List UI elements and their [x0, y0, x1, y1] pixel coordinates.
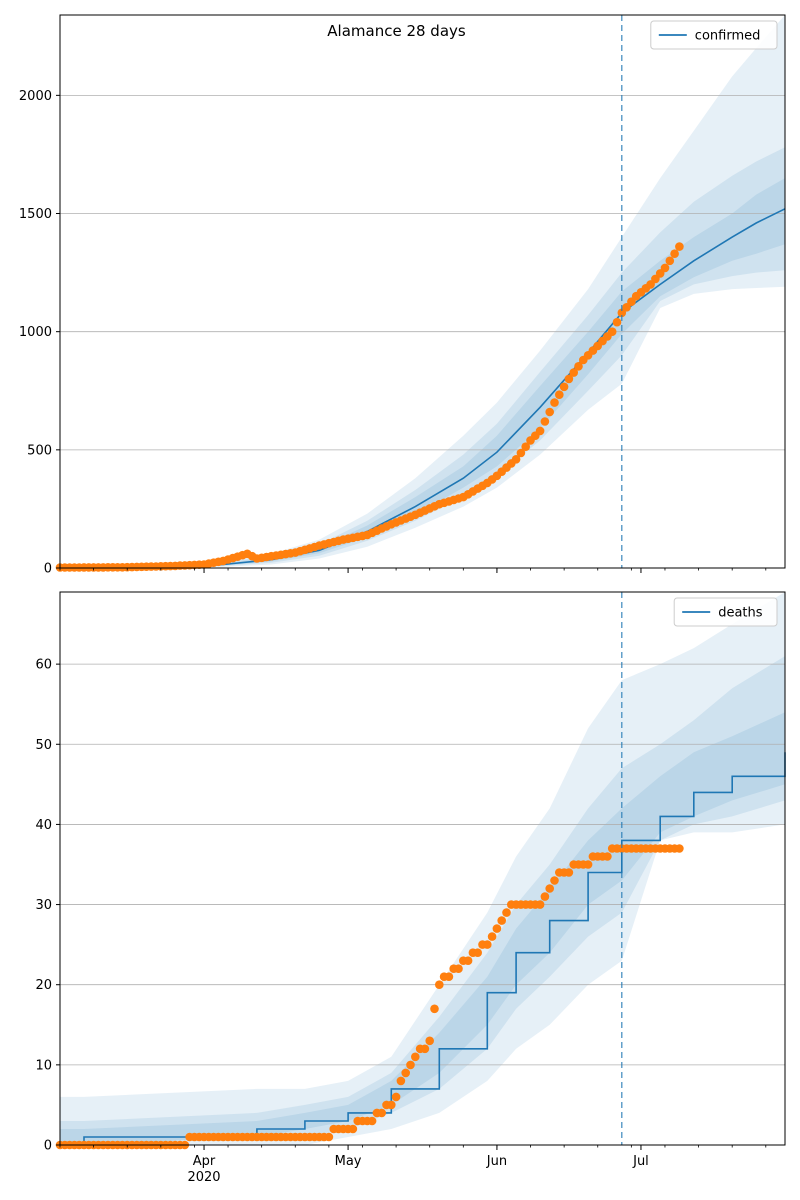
observed-point [497, 916, 507, 925]
observed-point [550, 876, 559, 885]
observed-point [430, 1004, 439, 1014]
deaths-axes-frame [59, 591, 786, 1146]
y-tick-label: 1000 [19, 325, 52, 340]
y-tick-label: 30 [35, 898, 52, 913]
observed-point [473, 948, 483, 957]
y-tick-label: 10 [35, 1058, 52, 1073]
deaths-legend: deaths [673, 597, 778, 627]
observed-point [502, 908, 511, 917]
confirmed-y-ticks: 0 500 1000 1500 2000 [19, 89, 60, 577]
legend-box [650, 20, 778, 50]
observed-point [545, 407, 554, 417]
x-tick-label: Jul [632, 1154, 649, 1169]
y-tick-label: 50 [35, 738, 52, 753]
observed-point [425, 1036, 435, 1046]
confirmed-observed-points [55, 242, 684, 572]
observed-point [535, 900, 545, 909]
observed-point [670, 249, 679, 258]
x-tick-label: Jun [486, 1154, 507, 1169]
y-tick-label: 0 [44, 1139, 52, 1154]
legend-box [673, 597, 778, 627]
y-tick-label: 1500 [19, 207, 52, 222]
observed-point [583, 860, 593, 869]
y-tick-label: 40 [35, 818, 52, 833]
observed-point [555, 390, 564, 400]
observed-point [401, 1068, 411, 1078]
legend-label: deaths [718, 606, 763, 621]
observed-point [420, 1044, 430, 1054]
y-tick-label: 20 [35, 978, 52, 993]
deaths-y-ticks: 0 10 20 30 40 50 60 [35, 658, 60, 1154]
uncertainty-band-middle [60, 147, 785, 569]
deaths-lines [60, 752, 786, 1146]
y-tick-label: 60 [35, 658, 52, 673]
observed-point [564, 374, 574, 384]
observed-point [521, 442, 530, 452]
y-tick-label: 2000 [19, 89, 52, 104]
observed-point [406, 1060, 415, 1070]
legend-label: confirmed [695, 29, 761, 44]
deaths-observed-points [55, 844, 684, 1150]
uncertainty-band-outer [60, 592, 785, 1145]
y-tick-label: 500 [27, 443, 52, 458]
observed-point [511, 455, 521, 464]
observed-point [367, 1116, 377, 1126]
y-tick-label: 0 [44, 562, 52, 577]
observed-point [387, 1100, 396, 1110]
observed-point [574, 362, 583, 371]
observed-point [324, 1132, 334, 1142]
observed-point [603, 852, 612, 861]
observed-point [391, 1092, 401, 1102]
observed-point [463, 956, 473, 965]
observed-point [569, 368, 578, 377]
observed-point [612, 317, 622, 327]
observed-point [675, 844, 684, 853]
observed-point [545, 884, 554, 893]
x-tick-label: May [335, 1154, 362, 1169]
observed-point [444, 972, 454, 981]
observed-point [483, 940, 492, 949]
observed-point [492, 924, 502, 933]
observed-point [487, 932, 497, 941]
observed-point [348, 1124, 358, 1134]
observed-point [540, 417, 550, 426]
observed-point [550, 398, 559, 407]
observed-point [660, 263, 670, 273]
observed-point [377, 1108, 387, 1118]
observed-point [435, 980, 444, 989]
observed-point [454, 964, 463, 973]
observed-point [665, 256, 675, 266]
chart-title: Alamance 28 days [327, 22, 466, 40]
observed-point [535, 426, 545, 436]
confirmed-axes-frame [59, 14, 786, 569]
x-tick-label: Apr [193, 1154, 216, 1169]
observed-point [607, 327, 617, 337]
observed-point [516, 448, 526, 458]
x-tick-label: 2020 [187, 1170, 220, 1185]
observed-point [540, 892, 550, 901]
observed-point [396, 1076, 406, 1086]
observed-point [559, 382, 569, 392]
confirmed-panel: 0 500 1000 1500 2000 Alamance 28 days confir… [19, 14, 786, 577]
confirmed-legend: confirmed [650, 20, 778, 50]
confirmed-x-ticks [59, 568, 767, 573]
observed-point [622, 303, 631, 312]
series-line-deaths [60, 752, 786, 1146]
observed-point [411, 1052, 420, 1062]
observed-point [675, 242, 684, 251]
uncertainty-band-inner [60, 712, 785, 1145]
observed-point [564, 868, 574, 877]
